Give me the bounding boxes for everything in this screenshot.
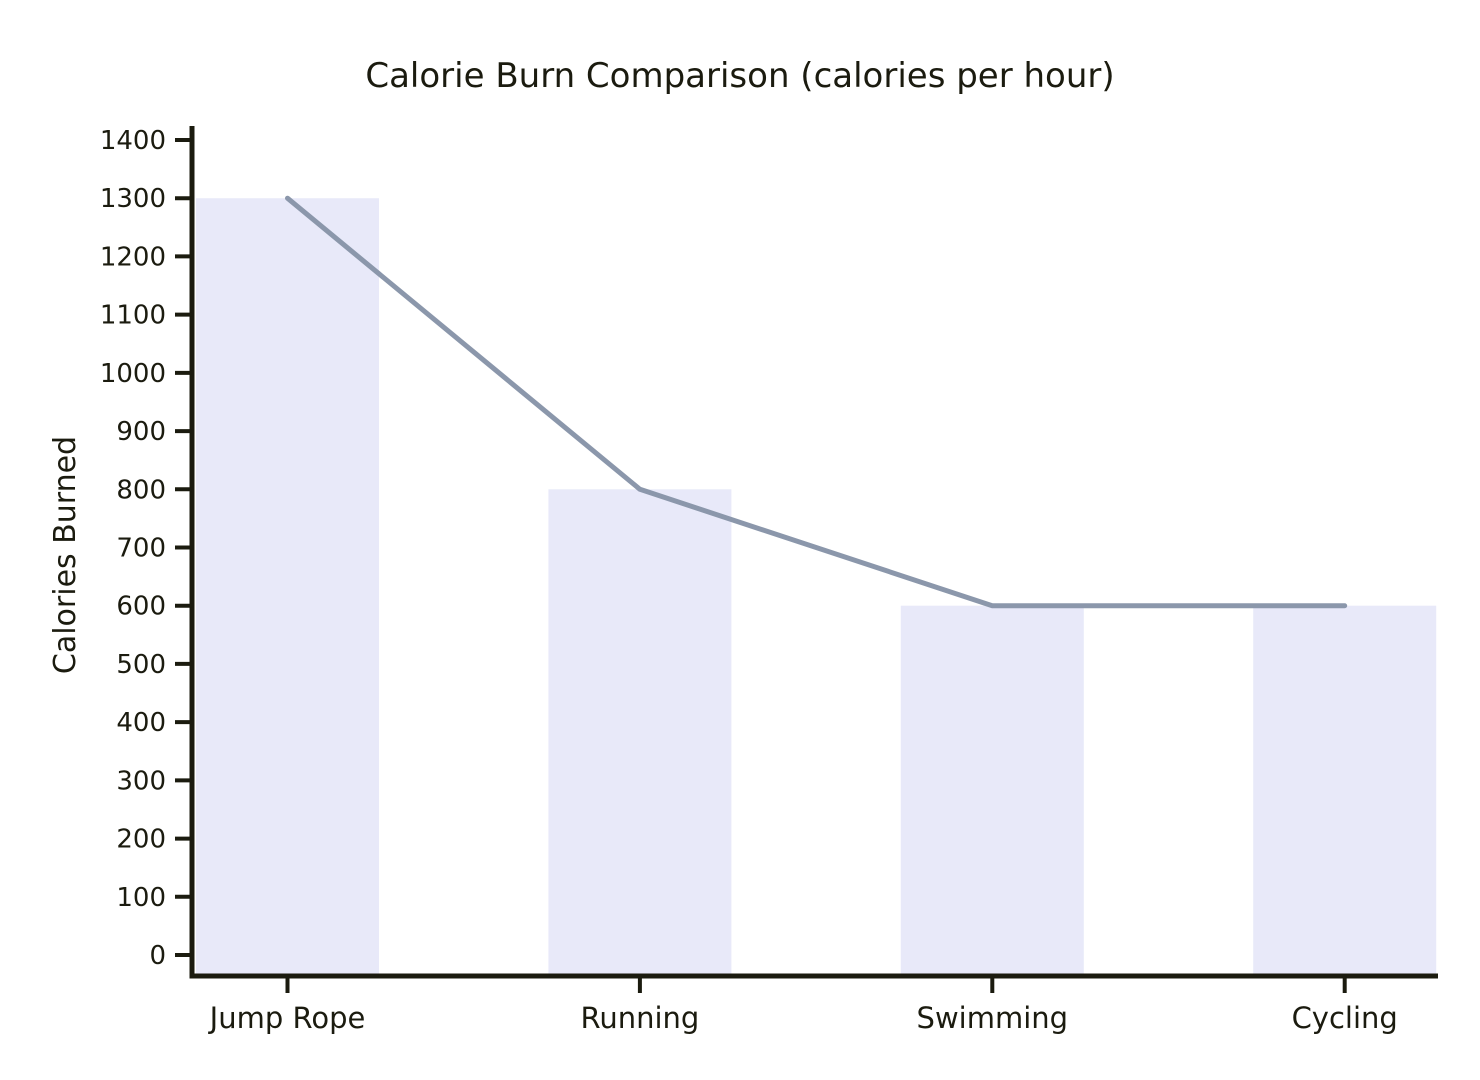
x-tick-label-jump-rope: Jump Rope: [208, 1001, 366, 1035]
y-tick-label-500: 500: [116, 650, 166, 680]
y-tick-label-1200: 1200: [100, 242, 166, 272]
y-tick-label-1100: 1100: [100, 301, 166, 331]
y-tick-label-900: 900: [116, 417, 166, 447]
y-tick-label-0: 0: [149, 941, 166, 971]
bar-swimming: [900, 605, 1084, 976]
x-tick-label-swimming: Swimming: [917, 1001, 1069, 1035]
y-tick-label-100: 100: [116, 883, 166, 913]
y-tick-label-400: 400: [116, 708, 166, 738]
y-tick-label-300: 300: [116, 766, 166, 796]
trend-line: [285, 195, 1348, 609]
bar-jump-rope: [196, 198, 379, 976]
y-tick-label-800: 800: [116, 475, 166, 505]
chart-title: Calorie Burn Comparison (calories per ho…: [365, 56, 1115, 96]
bar-cycling: [1253, 605, 1437, 976]
bar-running: [548, 489, 732, 976]
x-tick-label-cycling: Cycling: [1292, 1001, 1398, 1035]
y-tick-label-600: 600: [116, 592, 166, 622]
x-tick-label-running: Running: [580, 1001, 699, 1035]
y-tick-label-1000: 1000: [100, 359, 166, 389]
y-tick-label-1400: 1400: [100, 126, 166, 156]
y-tick-label-700: 700: [116, 534, 166, 564]
y-tick-label-200: 200: [116, 825, 166, 855]
y-tick-label-1300: 1300: [100, 184, 166, 214]
